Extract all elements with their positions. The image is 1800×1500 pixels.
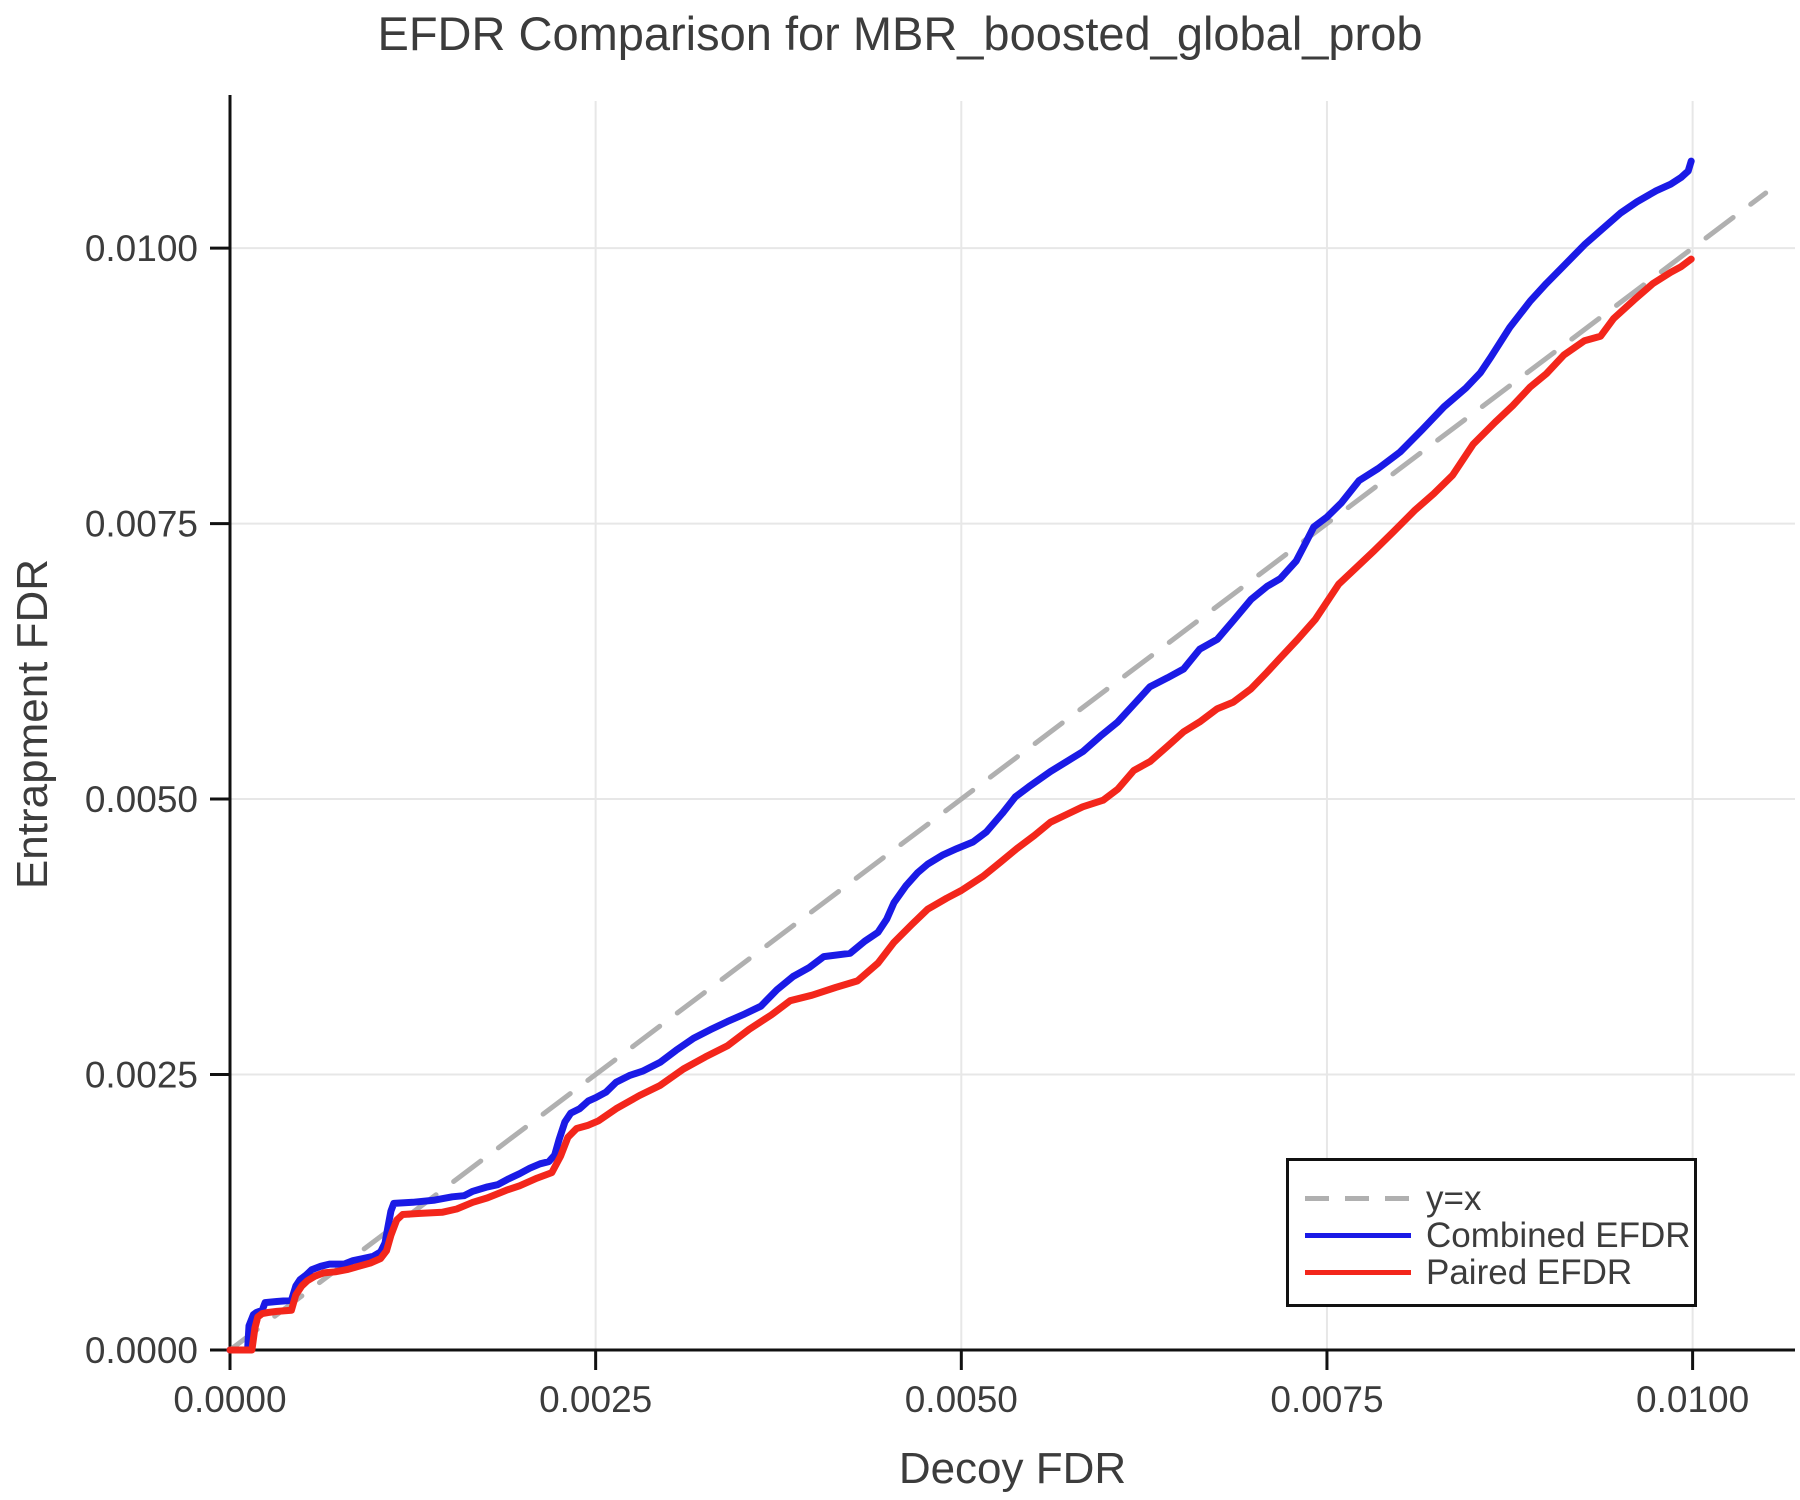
legend-label-combined: Combined EFDR bbox=[1426, 1216, 1691, 1255]
legend-label-identity: y=x bbox=[1426, 1179, 1482, 1218]
y-tick-label: 0.0025 bbox=[85, 1055, 198, 1096]
series-paired-efdr bbox=[226, 255, 1695, 1354]
x-tick-label: 0.0075 bbox=[1270, 1379, 1383, 1420]
legend: y=x Combined EFDR Paired EFDR bbox=[1286, 1158, 1697, 1307]
y-axis-label: Entrapment FDR bbox=[8, 558, 57, 890]
identity-line-swatch bbox=[1305, 1196, 1411, 1201]
x-tick-label: 0.0050 bbox=[905, 1379, 1018, 1420]
series-combined-efdr bbox=[226, 157, 1695, 1354]
legend-row-combined: Combined EFDR bbox=[1305, 1217, 1694, 1254]
x-axis-label: Decoy FDR bbox=[898, 1444, 1127, 1493]
series-y-x bbox=[227, 190, 1769, 1353]
x-tick-label: 0.0025 bbox=[539, 1379, 652, 1420]
paired-line-swatch bbox=[1305, 1270, 1411, 1275]
combined-line-swatch bbox=[1305, 1233, 1411, 1238]
legend-label-paired: Paired EFDR bbox=[1426, 1253, 1633, 1292]
x-tick-label: 0.0000 bbox=[173, 1379, 286, 1420]
y-tick-label: 0.0000 bbox=[85, 1330, 198, 1371]
legend-row-paired: Paired EFDR bbox=[1305, 1254, 1694, 1291]
x-tick-label: 0.0100 bbox=[1636, 1379, 1749, 1420]
chart-title: EFDR Comparison for MBR_boosted_global_p… bbox=[377, 7, 1423, 60]
y-tick-label: 0.0050 bbox=[85, 779, 198, 820]
legend-row-identity: y=x bbox=[1305, 1180, 1694, 1217]
y-tick-label: 0.0075 bbox=[85, 504, 198, 545]
y-tick-label: 0.0100 bbox=[85, 228, 198, 269]
